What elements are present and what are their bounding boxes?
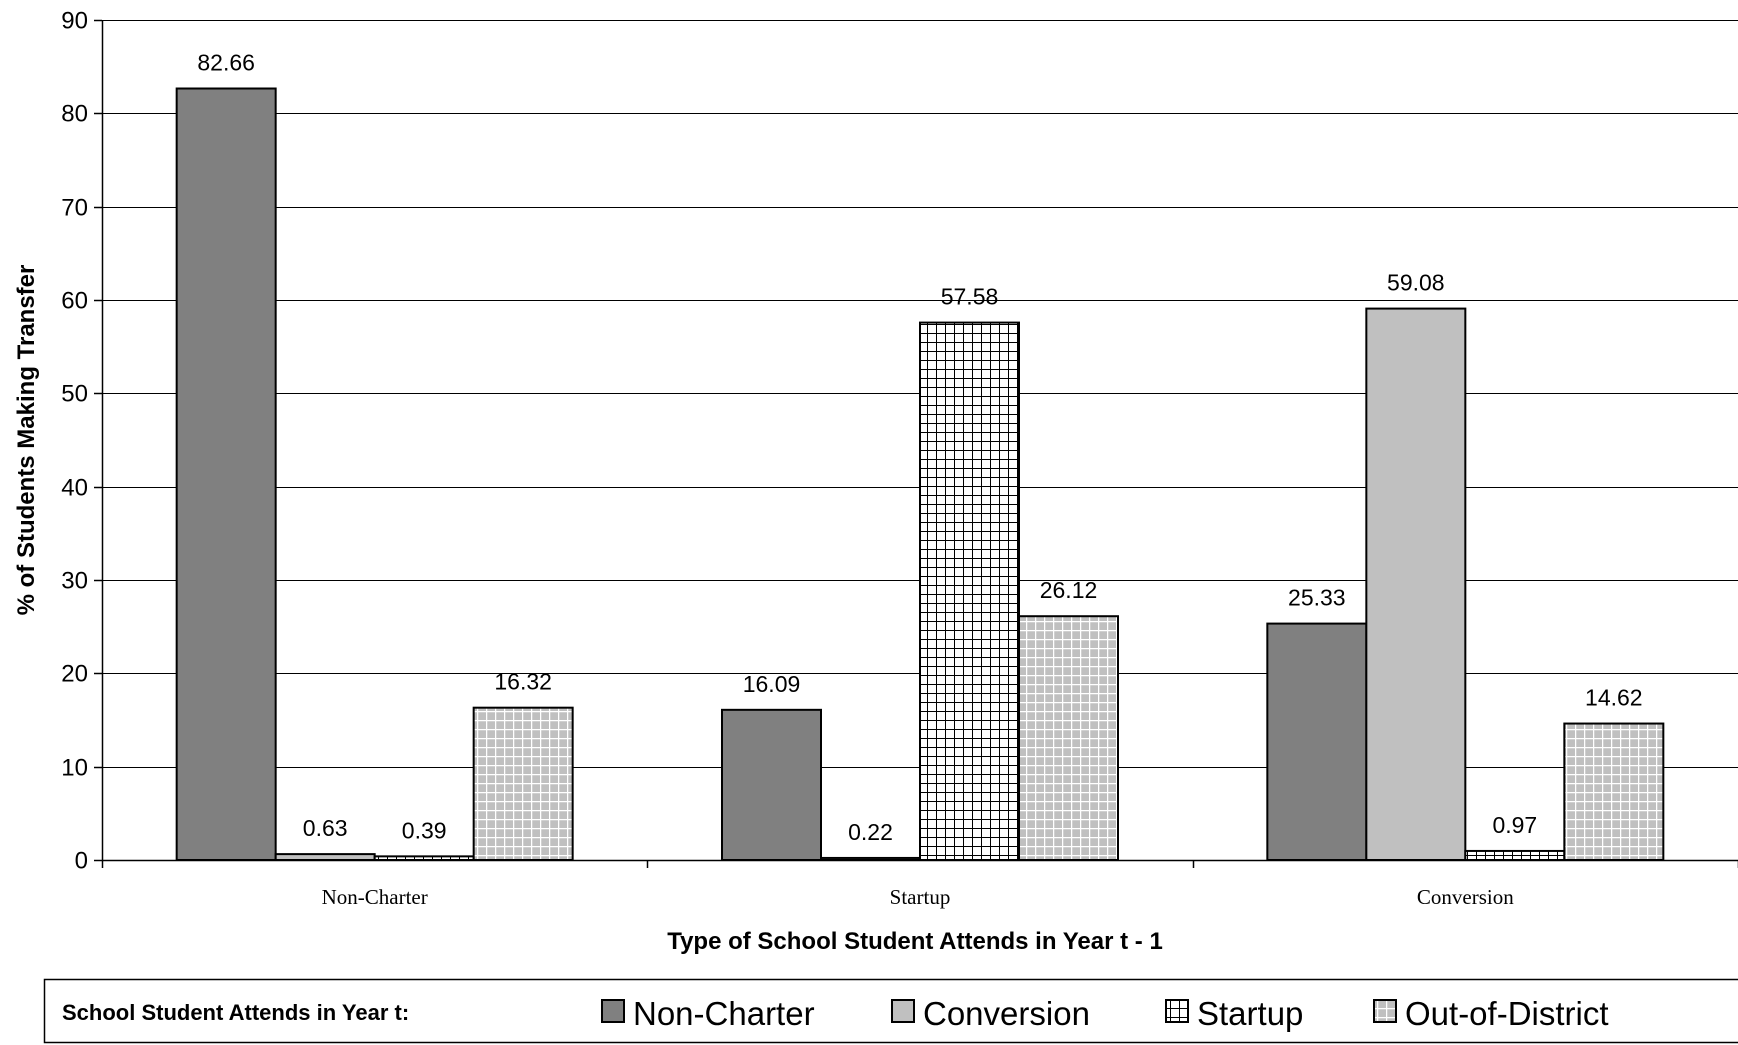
y-tick-label: 90 [61,8,88,35]
legend-label-conversion: Conversion [923,995,1090,1032]
data-label: 26.12 [1040,577,1098,603]
data-label: 57.58 [941,284,999,310]
bar-non-charter-conversion [1266,622,1368,861]
y-axis-title: % of Students Making Transfer [13,265,40,616]
bar-startup-non-charter [373,855,475,861]
y-tick-label: 0 [75,848,88,875]
data-labels: 82.66 0.63 0.39 16.32 16.09 0.22 57.58 26.12 25.… [197,50,1642,845]
x-category-label: Non-Charter [322,885,428,909]
data-label: 16.32 [494,669,552,695]
x-category-label: Startup [890,885,951,909]
y-tick-label: 80 [61,101,88,128]
y-tick-label: 20 [61,661,88,688]
bar-startup-conversion [1464,849,1566,861]
bar-out-of-district-startup [1018,615,1119,861]
y-tick-labels: 0 10 20 30 40 50 60 70 80 90 [61,8,88,875]
legend-label-non-charter: Non-Charter [633,995,815,1032]
legend-label-startup: Startup [1197,995,1303,1032]
y-tick-label: 10 [61,755,88,782]
legend-swatch-conversion [891,999,915,1023]
data-label: 16.09 [743,671,801,697]
data-label: 0.63 [303,815,348,841]
x-category-labels: Non-Charter Startup Conversion [322,885,1515,909]
legend-swatch-out-of-district [1373,999,1397,1023]
data-label: 0.22 [848,819,893,845]
y-tick-label: 40 [61,475,88,502]
bar-conversion-conversion [1365,307,1467,861]
legend-label-out-of-district: Out-of-District [1405,995,1609,1032]
data-label: 82.66 [197,50,255,76]
y-tick-label: 70 [61,195,88,222]
data-label: 0.39 [402,817,447,843]
bar-out-of-district-non-charter [472,706,574,861]
bars [175,87,1665,862]
bar-conversion-non-charter [274,853,376,861]
data-label: 59.08 [1387,270,1445,296]
bar-startup-startup [919,321,1020,861]
y-tick-label: 60 [61,288,88,315]
legend-title: School Student Attends in Year t: [62,1000,409,1025]
x-axis-title: Type of School Student Attends in Year t… [667,928,1163,955]
legend: School Student Attends in Year t: Non-Ch… [43,978,1738,1044]
bar-non-charter-startup [721,708,822,861]
legend-swatch-startup [1165,999,1189,1023]
bar-non-charter-non-charter [175,87,277,862]
data-label: 14.62 [1585,685,1643,711]
axes [94,19,1738,868]
x-category-label: Conversion [1417,885,1514,909]
bar-conversion-startup [820,856,921,861]
bar-out-of-district-conversion [1563,722,1665,862]
y-tick-label: 30 [61,568,88,595]
data-label: 0.97 [1492,812,1537,838]
legend-swatch-non-charter [601,999,625,1023]
y-tick-label: 50 [61,381,88,408]
data-label: 25.33 [1288,585,1346,611]
